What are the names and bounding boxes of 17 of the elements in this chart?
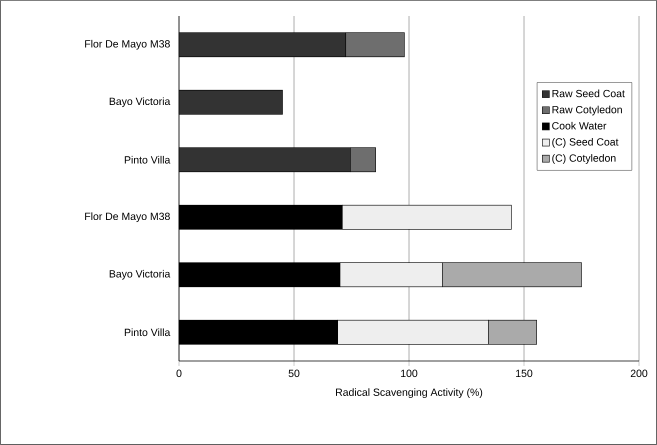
x-tick-label: 150 <box>516 370 532 378</box>
y-tick-label: Pinto Villa <box>124 156 170 164</box>
x-tick-label: 50 <box>288 370 300 378</box>
y-tick-label: Flor De Mayo M38 <box>85 212 170 222</box>
x-tick-label: 100 <box>401 370 418 378</box>
y-tick-label: Flor De Mayo M38 <box>85 40 170 50</box>
legend-label: Raw Seed Coat <box>552 90 625 98</box>
legend-label: (C) Seed Coat <box>552 138 618 148</box>
y-tick-label: Bayo Victoria <box>110 97 170 108</box>
y-tick-label: Bayo Victoria <box>110 270 170 280</box>
legend-label: (C) Cotyledon <box>552 154 616 164</box>
y-tick-label: Pinto Villa <box>124 328 170 336</box>
legend-label: Cook Water <box>552 122 606 130</box>
x-axis-title: Radical Scavenging Activity (%) <box>336 388 482 398</box>
legend-label: Raw Cotyledon <box>552 106 622 116</box>
x-tick-label: 200 <box>630 370 648 378</box>
x-tick-label: 0 <box>176 370 182 378</box>
